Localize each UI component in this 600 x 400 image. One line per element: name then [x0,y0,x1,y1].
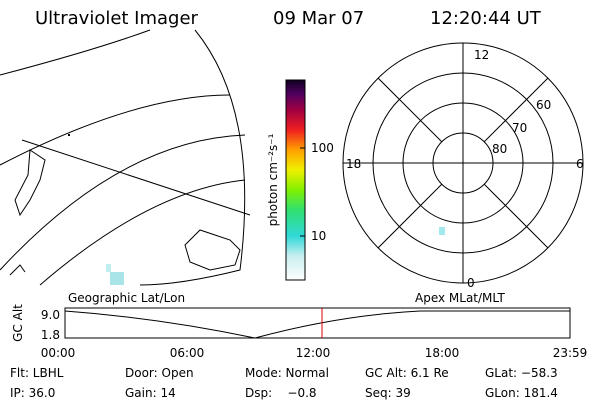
status: Mode: Normal [245,366,329,380]
x-tick-label: 00:00 [41,346,76,360]
y-label: GC Alt [11,304,25,342]
status: GLat: −58.3 [485,366,558,380]
orbit-left-label: Geographic Lat/Lon [68,291,185,305]
y-tick-label: 1.8 [41,328,60,342]
lat-label: 70 [512,121,527,135]
colorbar-tick: 100 [311,141,334,155]
status: GC Alt: 6.1 Re [365,366,449,380]
status: IP: 36.0 [10,386,55,400]
colorbar-tick: 10 [311,229,326,243]
colorbar-label: photon cm⁻²s⁻¹ [266,133,280,226]
orbit-curve [64,310,570,339]
lat-label: 80 [492,142,507,156]
mlt-label: 12 [474,48,489,62]
x-tick-label: 06:00 [170,346,205,360]
polar-plot [342,42,584,284]
mlt-label: 18 [346,157,361,171]
status: Seq: 39 [365,386,411,400]
x-tick-label: 12:00 [296,346,331,360]
status: Gain: 14 [125,386,176,400]
x-tick-label: 23:59 [553,346,588,360]
orbit-frame [64,307,571,339]
y-tick-label: 9.0 [41,308,60,322]
title: Ultraviolet Imager [35,8,199,29]
time: 12:20:44 UT [430,8,542,29]
orbit-right-label: Apex MLat/MLT [415,291,505,305]
date: 09 Mar 07 [273,8,364,29]
colorbar [285,79,306,281]
mlt-label: 6 [576,157,584,171]
geographic-map [0,29,251,286]
status: GLon: 181.4 [485,386,558,400]
lat-label: 60 [536,98,551,112]
x-tick-label: 18:00 [425,346,460,360]
status: Flt: LBHL [10,366,64,380]
mlt-label: 0 [467,276,475,290]
status: Door: Open [125,366,194,380]
status: Dsp: −0.8 [245,386,317,400]
